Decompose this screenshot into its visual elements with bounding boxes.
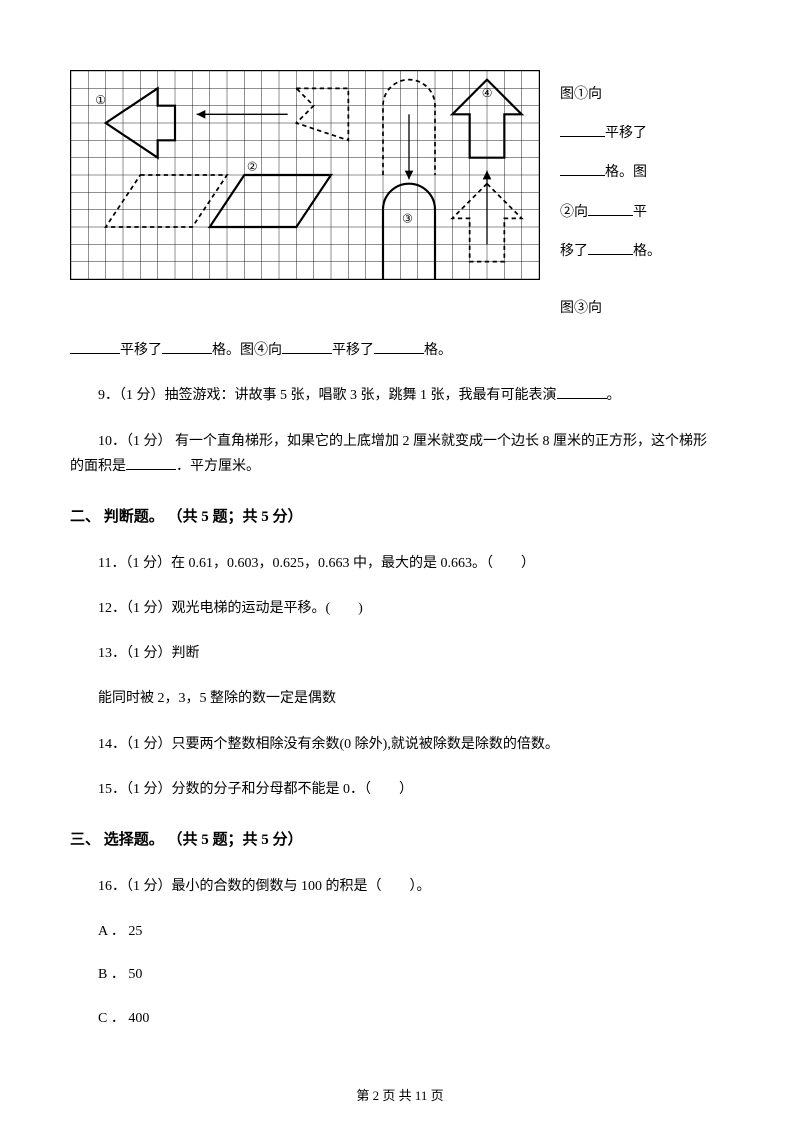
q15-text: 分数的分子和分母都不能是 0．（ ） [172,782,414,797]
blank[interactable] [588,241,633,255]
t: 格。图 [605,165,647,180]
label-2: ② [247,160,258,174]
q9-num: 9． [98,388,119,403]
q16-text: 最小的合数的倒数与 100 的积是（ ）。 [172,879,431,894]
q15-num: 15． [98,782,126,797]
t: 图③向 [560,301,602,316]
blank[interactable] [374,340,424,354]
label-4: ④ [482,86,493,100]
q10-pts: （1 分） [126,434,172,449]
blank[interactable] [70,340,120,354]
q10-tail: ．平方厘米。 [176,459,260,474]
q16-num: 16． [98,879,126,894]
q14-num: 14． [98,737,126,752]
q9: 9．（1 分）抽签游戏：讲故事 5 张，唱歌 3 张，跳舞 1 张，我最有可能表… [70,383,730,408]
q14-text: 只要两个整数相除没有余数(0 除外),就说被除数是除数的倍数。 [172,737,559,752]
grid-diagram: ① ② ③ ④ [70,70,540,280]
q12-num: 12． [98,601,126,616]
blank[interactable] [588,202,633,216]
q9-pts: （1 分） [119,388,165,403]
q11-num: 11． [98,556,125,571]
blank[interactable] [560,162,605,176]
q13-num: 13． [98,646,126,661]
q16: 16．（1 分）最小的合数的倒数与 100 的积是（ ）。 [70,874,730,899]
q12-pts: （1 分） [126,601,172,616]
q14-pts: （1 分） [126,737,172,752]
q13-text: 判断 [172,646,200,661]
q10-l1: 有一个直角梯形，如果它的上底增加 2 厘米就变成一个边长 8 厘米的正方形，这个… [172,434,708,449]
blank[interactable] [557,385,607,399]
q9-tail: 。 [607,388,621,403]
t: 格。 [424,343,452,358]
q15: 15．（1 分）分数的分子和分母都不能是 0．（ ） [70,777,730,802]
q10: 10．（1 分） 有一个直角梯形，如果它的上底增加 2 厘米就变成一个边长 8 … [70,429,730,479]
label-1: ① [95,93,106,107]
t: 平 [633,205,647,220]
t: 格。图④向 [212,343,282,358]
q14: 14．（1 分）只要两个整数相除没有余数(0 除外),就说被除数是除数的倍数。 [70,732,730,757]
blank[interactable] [282,340,332,354]
blank[interactable] [560,123,605,137]
q16-choice-c[interactable]: C ． 400 [70,1006,730,1031]
q11-pts: （1 分） [125,556,171,571]
q8-diagram-row: ① ② ③ ④ 图①向 平移了 格。图 ②向 平 移了 格。 图③向 [70,70,730,328]
page-footer: 第 2 页 共 11 页 [0,1084,800,1107]
t: 平移了 [332,343,374,358]
t: 平移了 [605,126,647,141]
t: 格。 [633,244,661,259]
q16-choice-a[interactable]: A ． 25 [70,919,730,944]
t: ②向 [560,205,588,220]
q8-r1: 图①向 [560,87,602,102]
blank[interactable] [162,340,212,354]
q10-num: 10． [98,434,126,449]
q9-text: 抽签游戏：讲故事 5 张，唱歌 3 张，跳舞 1 张，我最有可能表演 [165,388,557,403]
label-3: ③ [402,212,413,226]
q12-text: 观光电梯的运动是平移。( ) [172,601,363,616]
section-3-header: 三、 选择题。 （共 5 题；共 5 分） [70,827,730,854]
q12: 12．（1 分）观光电梯的运动是平移。( ) [70,596,730,621]
q13-pts: （1 分） [126,646,172,661]
q8-after: 平移了 格。图④向 平移了 格。 [70,338,730,363]
section-2-header: 二、 判断题。 （共 5 题；共 5 分） [70,504,730,531]
q13: 13．（1 分）判断 [70,641,730,666]
t: 平移了 [120,343,162,358]
q11: 11．（1 分）在 0.61，0.603，0.625，0.663 中，最大的是 … [70,551,730,576]
q11-text: 在 0.61，0.603，0.625，0.663 中，最大的是 0.663。（ … [171,556,535,571]
q8-right-text: 图①向 平移了 格。图 ②向 平 移了 格。 图③向 [560,70,730,328]
q10-l2: 的面积是 [70,459,126,474]
q15-pts: （1 分） [126,782,172,797]
q16-pts: （1 分） [126,879,172,894]
q16-choice-b[interactable]: B ． 50 [70,962,730,987]
blank[interactable] [126,456,176,470]
t: 移了 [560,244,588,259]
q13-sub: 能同时被 2，3，5 整除的数一定是偶数 [70,686,730,711]
